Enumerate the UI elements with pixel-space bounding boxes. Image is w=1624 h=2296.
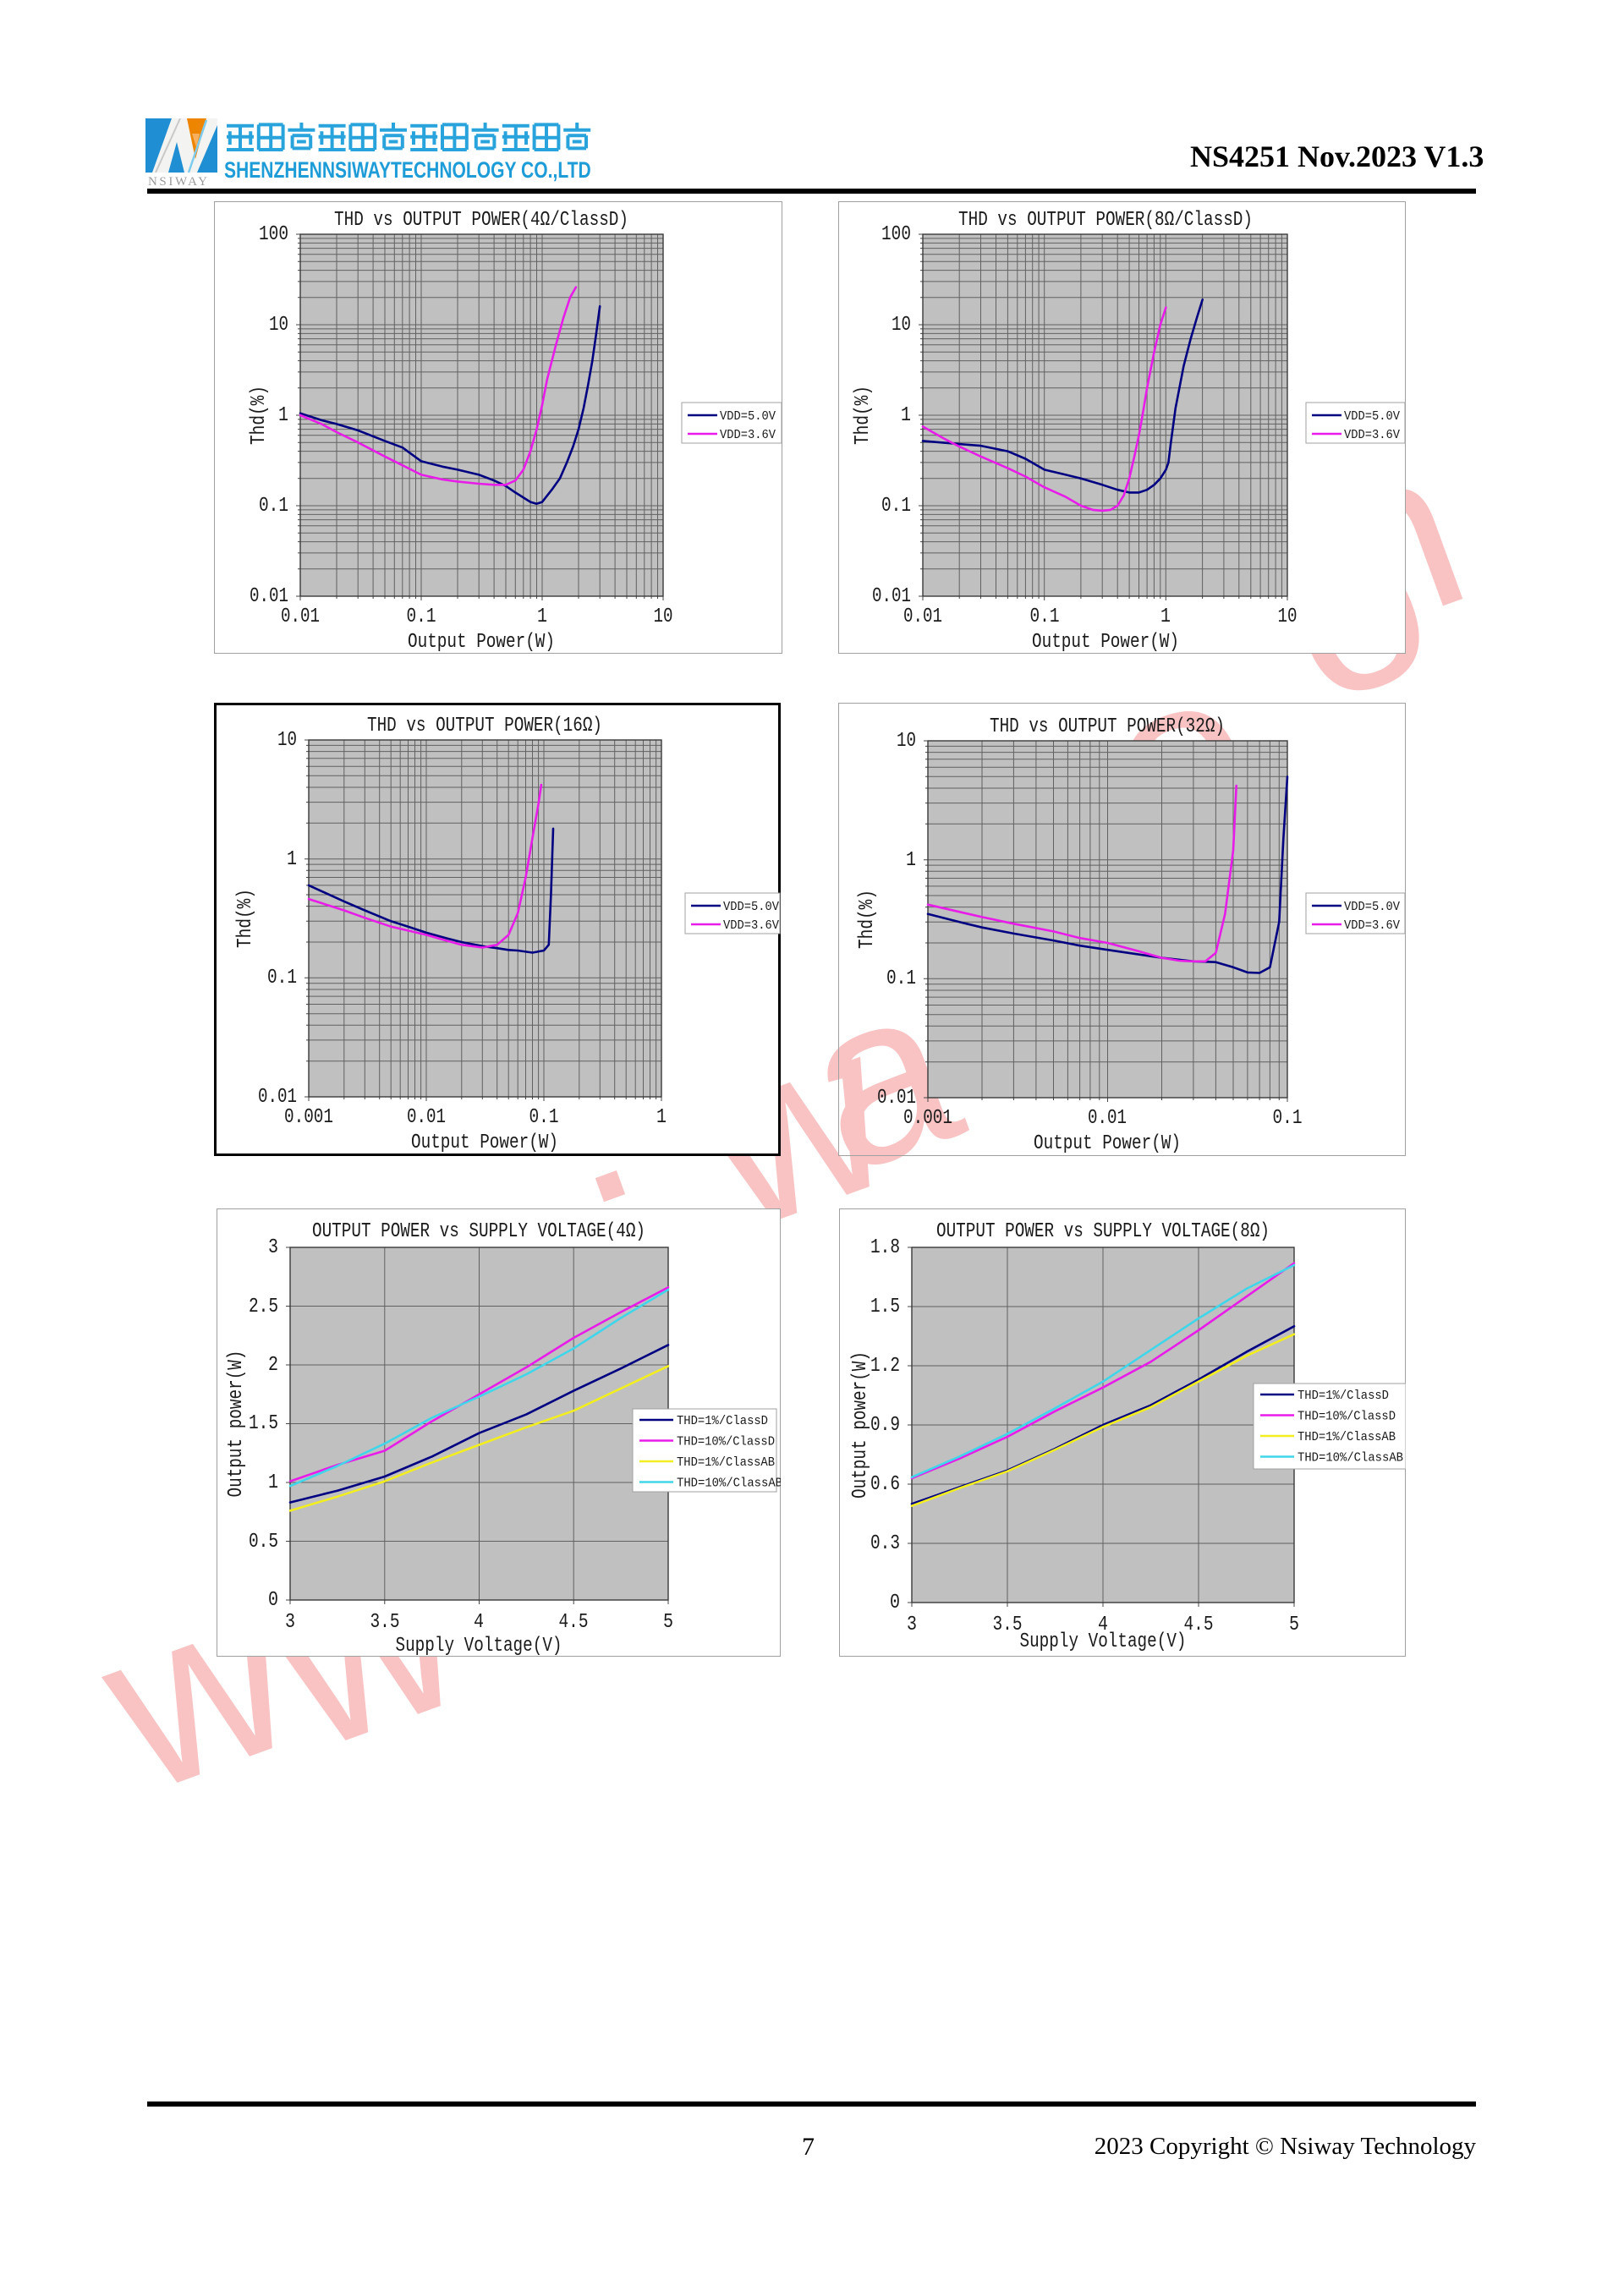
svg-text:0.1: 0.1	[1273, 1107, 1303, 1130]
svg-text:OUTPUT POWER vs SUPPLY VOLTAGE: OUTPUT POWER vs SUPPLY VOLTAGE(8Ω)	[936, 1220, 1270, 1243]
svg-text:10: 10	[897, 730, 916, 753]
svg-text:THD=1%/ClassD: THD=1%/ClassD	[677, 1414, 768, 1428]
svg-text:THD=10%/ClassD: THD=10%/ClassD	[677, 1435, 775, 1449]
svg-text:THD=1%/ClassAB: THD=1%/ClassAB	[677, 1455, 775, 1470]
svg-text:10: 10	[277, 729, 297, 752]
svg-text:1: 1	[906, 849, 916, 872]
svg-text:THD vs OUTPUT POWER(16Ω): THD vs OUTPUT POWER(16Ω)	[367, 715, 602, 737]
svg-text:5: 5	[1289, 1614, 1299, 1636]
svg-text:0.01: 0.01	[1088, 1107, 1127, 1130]
svg-text:4.5: 4.5	[1184, 1614, 1214, 1636]
svg-text:Output power(W): Output power(W)	[849, 1351, 872, 1499]
svg-text:VDD=5.0V: VDD=5.0V	[1344, 409, 1400, 424]
svg-text:OUTPUT POWER vs SUPPLY VOLTAGE: OUTPUT POWER vs SUPPLY VOLTAGE(4Ω)	[312, 1220, 645, 1243]
svg-text:Output Power(W): Output Power(W)	[1034, 1132, 1181, 1155]
svg-text:1: 1	[278, 404, 288, 427]
svg-text:VDD=3.6V: VDD=3.6V	[1344, 918, 1400, 933]
svg-text:0.9: 0.9	[870, 1414, 900, 1437]
svg-text:0.1: 0.1	[267, 967, 297, 989]
svg-text:2: 2	[268, 1354, 278, 1377]
svg-text:VDD=5.0V: VDD=5.0V	[723, 900, 779, 914]
svg-text:10: 10	[1278, 606, 1298, 628]
svg-text:5: 5	[663, 1611, 673, 1634]
svg-text:0.001: 0.001	[284, 1106, 333, 1129]
svg-text:0: 0	[268, 1589, 278, 1612]
svg-text:10: 10	[269, 314, 288, 337]
svg-text:1.5: 1.5	[870, 1296, 900, 1318]
svg-text:3: 3	[907, 1614, 917, 1636]
svg-text:Output Power(W): Output Power(W)	[408, 631, 555, 654]
svg-text:0: 0	[890, 1592, 900, 1614]
svg-text:100: 100	[881, 223, 911, 246]
svg-text:3.5: 3.5	[993, 1614, 1023, 1636]
svg-text:0.1: 0.1	[407, 606, 436, 628]
svg-text:VDD=3.6V: VDD=3.6V	[723, 918, 779, 933]
svg-text:Thd(%): Thd(%)	[248, 386, 271, 445]
svg-text:0.01: 0.01	[281, 606, 320, 628]
svg-text:0.01: 0.01	[250, 585, 288, 608]
svg-text:THD=1%/ClassD: THD=1%/ClassD	[1298, 1389, 1389, 1403]
svg-text:VDD=3.6V: VDD=3.6V	[720, 428, 776, 442]
svg-text:0.5: 0.5	[249, 1531, 278, 1553]
svg-text:0.6: 0.6	[870, 1473, 900, 1496]
svg-text:3: 3	[268, 1236, 278, 1259]
svg-text:THD vs OUTPUT POWER(8Ω/ClassD): THD vs OUTPUT POWER(8Ω/ClassD)	[958, 209, 1253, 232]
svg-text:1: 1	[656, 1106, 667, 1129]
svg-text:THD vs OUTPUT POWER(32Ω): THD vs OUTPUT POWER(32Ω)	[990, 715, 1225, 738]
svg-text:VDD=3.6V: VDD=3.6V	[1344, 428, 1400, 442]
svg-text:4: 4	[1098, 1614, 1108, 1636]
svg-text:1.2: 1.2	[870, 1355, 900, 1378]
svg-text:Thd(%): Thd(%)	[852, 386, 875, 445]
svg-text:1: 1	[287, 848, 297, 871]
svg-text:Supply Voltage(V): Supply Voltage(V)	[396, 1635, 562, 1657]
svg-text:1: 1	[537, 606, 547, 628]
svg-text:Output Power(W): Output Power(W)	[1032, 631, 1179, 654]
svg-text:10: 10	[892, 314, 911, 337]
svg-text:3: 3	[285, 1611, 295, 1634]
svg-text:4.5: 4.5	[559, 1611, 589, 1634]
svg-text:0.1: 0.1	[881, 495, 911, 518]
svg-text:0.01: 0.01	[903, 606, 942, 628]
svg-text:Supply Voltage(V): Supply Voltage(V)	[1020, 1630, 1187, 1653]
svg-text:1.8: 1.8	[870, 1236, 900, 1259]
svg-text:0.1: 0.1	[1030, 606, 1060, 628]
svg-text:0.01: 0.01	[258, 1086, 297, 1109]
svg-text:Thd(%): Thd(%)	[234, 889, 257, 948]
svg-text:1: 1	[901, 404, 911, 427]
svg-text:1: 1	[1160, 606, 1171, 628]
svg-text:Output Power(W): Output Power(W)	[411, 1132, 558, 1154]
svg-text:THD=10%/ClassAB: THD=10%/ClassAB	[677, 1477, 781, 1491]
svg-text:10: 10	[654, 606, 673, 628]
svg-text:0.1: 0.1	[259, 495, 288, 518]
svg-text:VDD=5.0V: VDD=5.0V	[1344, 900, 1400, 914]
svg-text:0.3: 0.3	[870, 1532, 900, 1555]
svg-text:2.5: 2.5	[249, 1296, 278, 1318]
svg-text:1.5: 1.5	[249, 1412, 278, 1435]
svg-text:1: 1	[268, 1471, 278, 1494]
svg-text:3.5: 3.5	[370, 1611, 400, 1634]
svg-text:Output power(W): Output power(W)	[225, 1351, 248, 1498]
svg-text:4: 4	[474, 1611, 484, 1634]
svg-text:0.1: 0.1	[886, 967, 916, 990]
svg-text:0.01: 0.01	[872, 585, 911, 608]
svg-text:0.01: 0.01	[877, 1087, 916, 1110]
svg-text:NSIWAY: NSIWAY	[148, 175, 210, 186]
svg-text:THD=10%/ClassD: THD=10%/ClassD	[1298, 1410, 1396, 1424]
svg-text:Thd(%): Thd(%)	[856, 890, 879, 949]
svg-text:0.001: 0.001	[903, 1107, 952, 1130]
svg-text:100: 100	[259, 223, 288, 246]
svg-text:0.01: 0.01	[407, 1106, 446, 1129]
svg-text:THD vs OUTPUT POWER(4Ω/ClassD): THD vs OUTPUT POWER(4Ω/ClassD)	[334, 209, 628, 232]
svg-text:THD=1%/ClassAB: THD=1%/ClassAB	[1298, 1430, 1396, 1444]
svg-text:VDD=5.0V: VDD=5.0V	[720, 409, 776, 424]
svg-text:0.1: 0.1	[529, 1106, 559, 1129]
svg-text:THD=10%/ClassAB: THD=10%/ClassAB	[1298, 1451, 1403, 1466]
